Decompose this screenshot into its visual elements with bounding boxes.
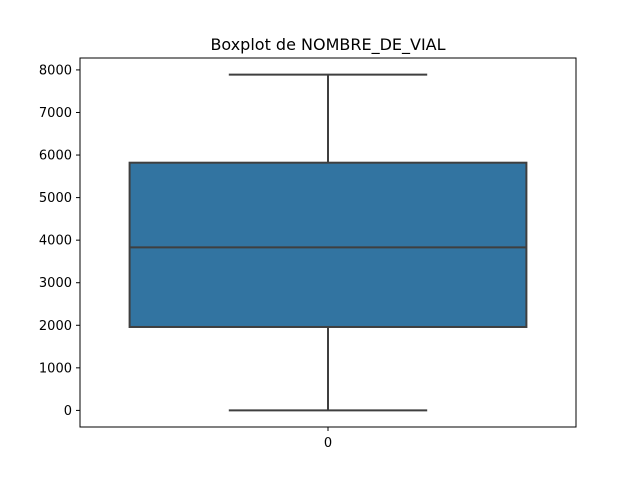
y-tick-label: 7000 (39, 106, 72, 121)
y-tick-label: 1000 (39, 361, 72, 376)
y-tick-label: 0 (64, 404, 72, 419)
iqr-box (128, 161, 528, 328)
y-tick-label: 6000 (39, 149, 72, 164)
axes-frame (79, 57, 577, 428)
y-tick-label: 5000 (39, 191, 72, 206)
y-tick-label: 8000 (39, 63, 72, 78)
plot-area: 0 1000 2000 3000 4000 5000 6000 7000 8000 0 (39, 57, 577, 451)
y-tick-label: 3000 (39, 276, 72, 291)
y-tick-label: 2000 (39, 319, 72, 334)
y-tick-label: 4000 (39, 234, 72, 249)
chart-title: Boxplot de NOMBRE_DE_VIAL (210, 35, 445, 55)
x-tick-label: 0 (324, 436, 332, 451)
